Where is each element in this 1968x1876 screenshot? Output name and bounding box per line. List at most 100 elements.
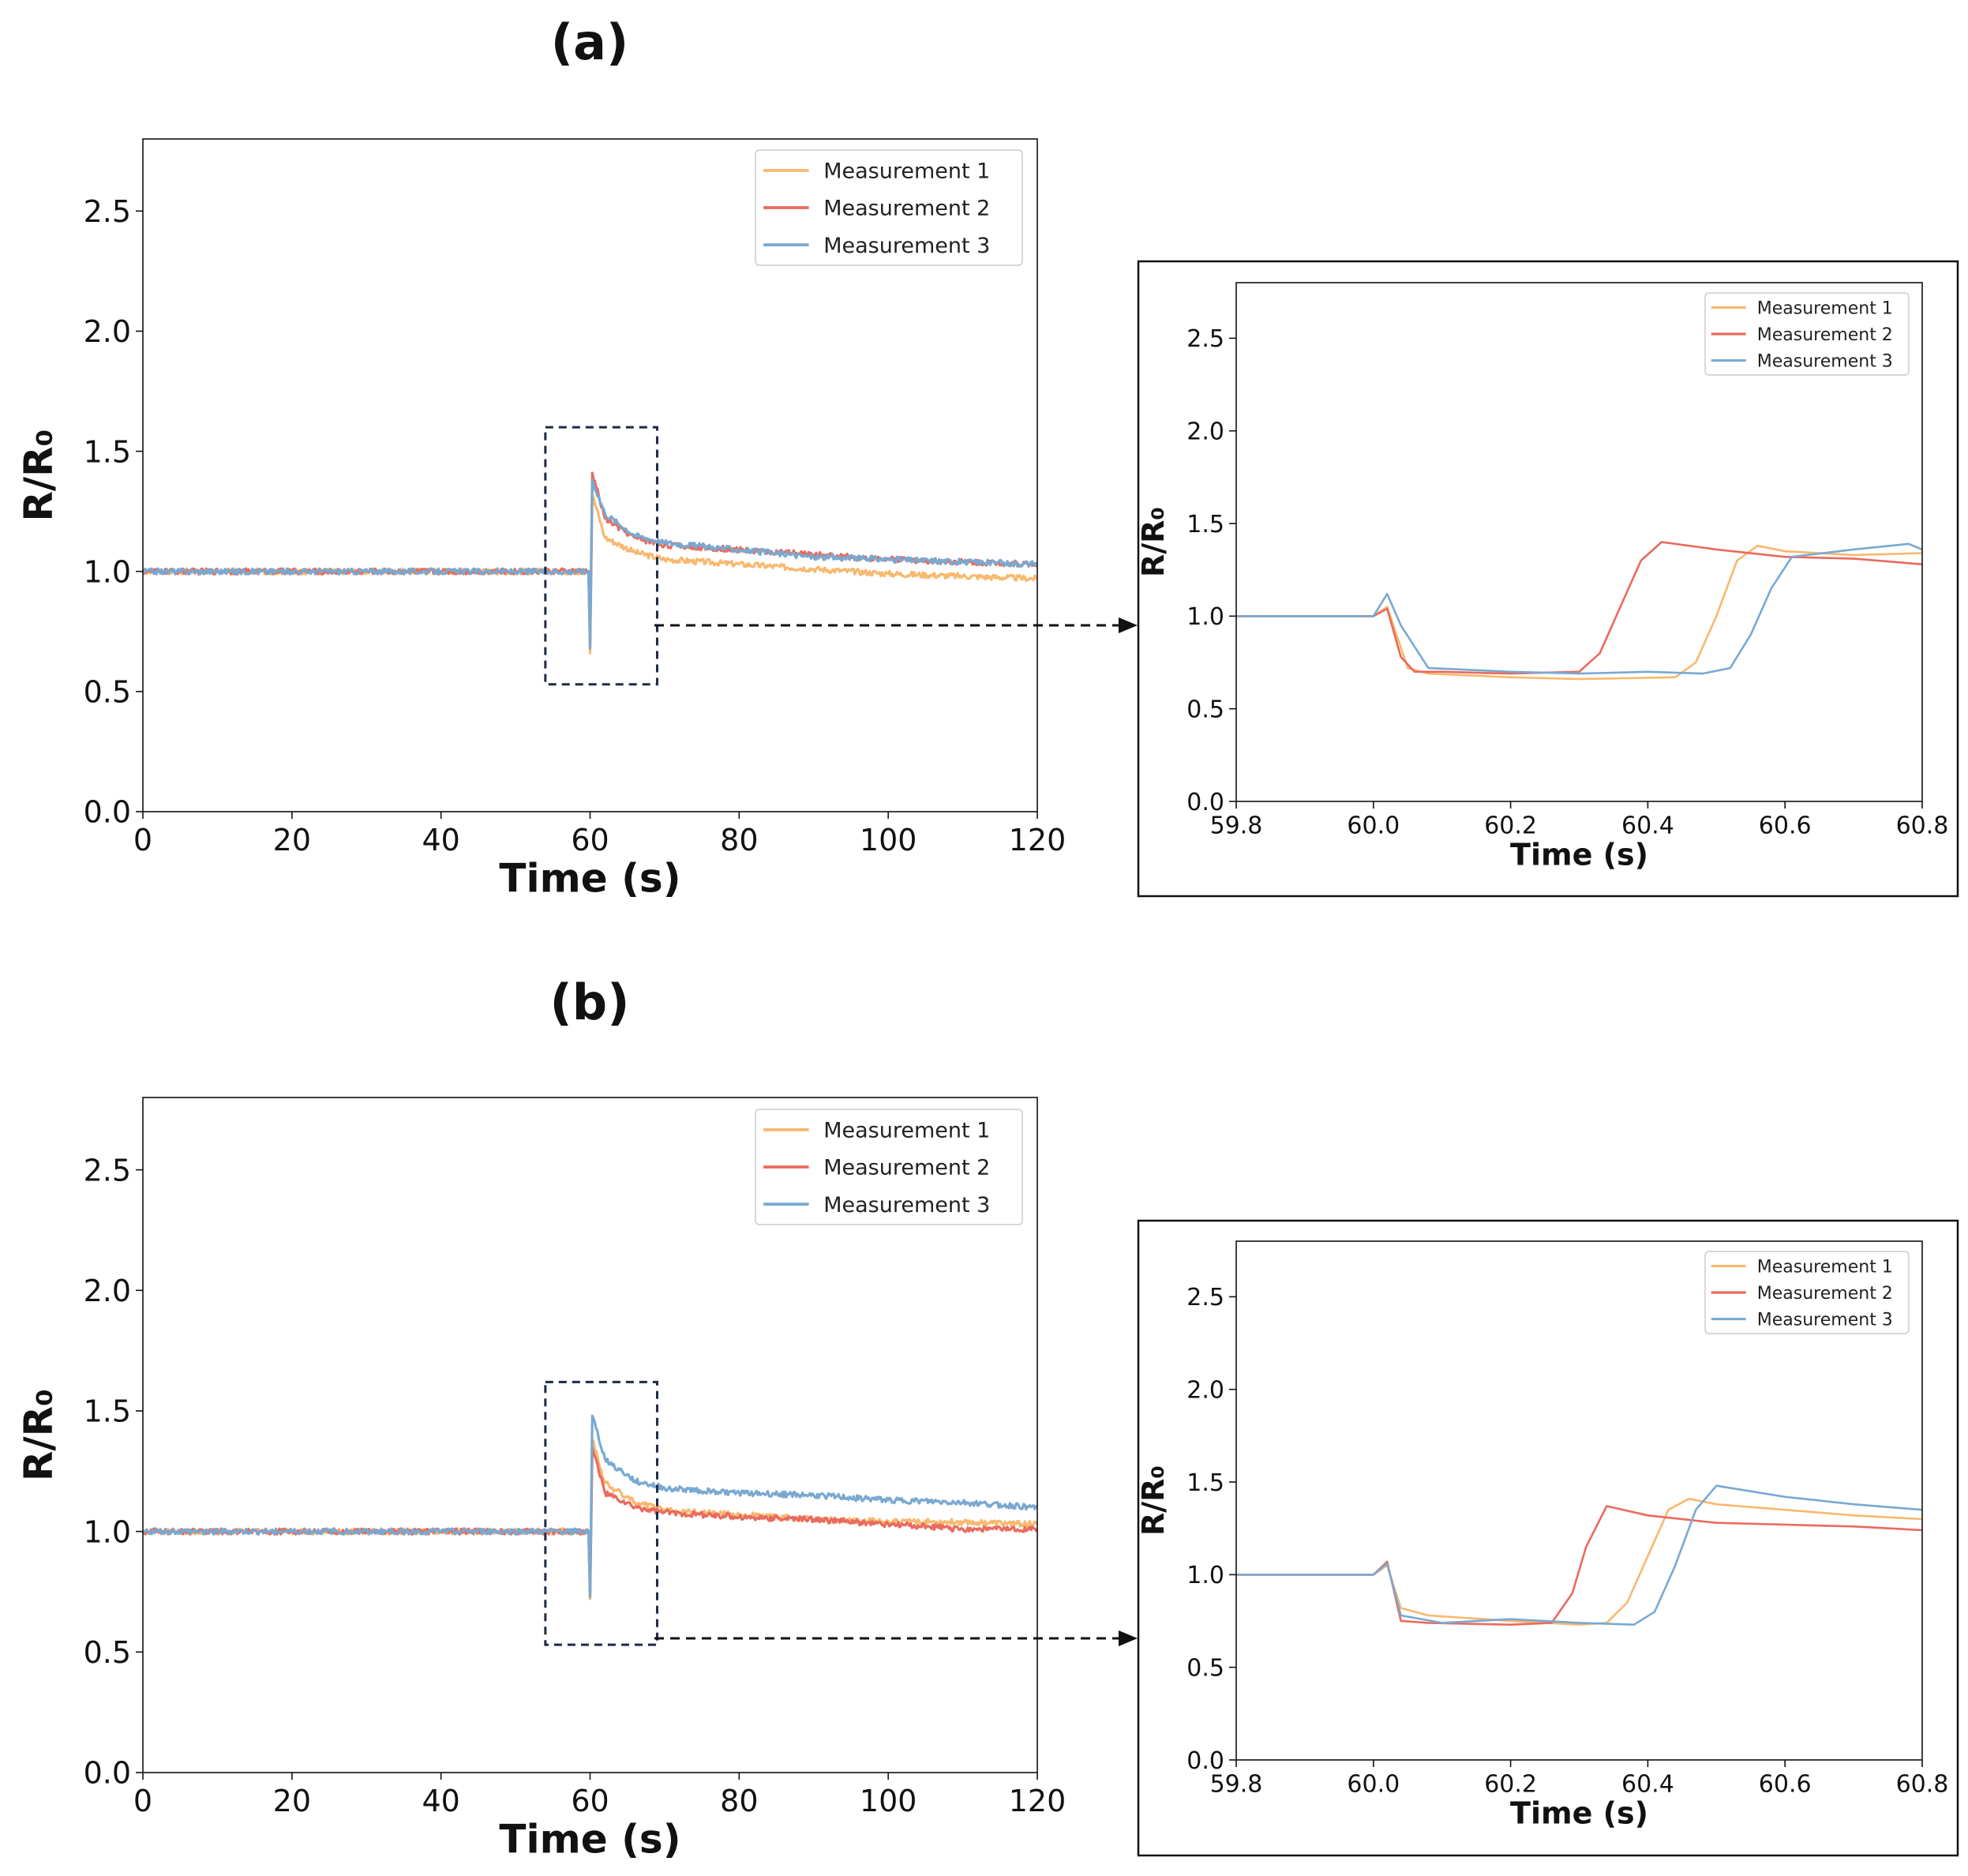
x-tick-label: 60.8 (1896, 812, 1949, 840)
x-tick-label: 60.0 (1347, 1771, 1400, 1799)
y-tick-label: 2.5 (84, 194, 131, 229)
x-tick-label: 120 (1009, 823, 1066, 857)
legend-entry-2: Measurement 2 (823, 1156, 990, 1180)
connector-arrow-a-head (1119, 617, 1138, 633)
x-tick-label: 120 (1009, 1784, 1066, 1818)
y-tick-label: 1.0 (84, 1514, 131, 1549)
series-group (1236, 1484, 1922, 1626)
y-tick-label: 1.5 (84, 434, 131, 469)
x-tick-label: 60.2 (1484, 1771, 1537, 1799)
y-tick-label: 0.5 (1186, 1654, 1224, 1682)
y-tick-label: 2.0 (84, 314, 131, 349)
series-line-3 (143, 1414, 1037, 1598)
legend-entry-3: Measurement 3 (823, 234, 990, 258)
x-tick-label: 60.4 (1621, 812, 1674, 840)
series-group (143, 1414, 1037, 1600)
y-tick-label: 1.0 (1186, 1562, 1224, 1589)
legend-entry-3: Measurement 3 (823, 1193, 990, 1218)
panel-label-a: (a) (551, 13, 629, 71)
y-tick-label: 1.5 (84, 1394, 131, 1429)
legend-entry-1: Measurement 1 (823, 159, 990, 184)
x-axis-label: Time (s) (1510, 837, 1648, 872)
legend-entry-2: Measurement 2 (823, 197, 990, 221)
series-line-1 (1236, 544, 1922, 681)
x-tick-label: 80 (720, 1784, 758, 1818)
y-tick-label: 2.0 (1186, 418, 1224, 446)
legend-entry-2: Measurement 2 (1757, 325, 1893, 345)
chart-a-main: 0 20 40 60 80 100 120 0.0 0.5 1.0 1.5 2.0 2.5 Time (s… (16, 138, 1066, 901)
y-tick-label: 1.5 (1186, 511, 1224, 538)
x-tick-label: 20 (273, 823, 311, 857)
legend-box (1704, 1251, 1910, 1334)
y-tick-label: 0.0 (84, 795, 131, 830)
y-tick-label: 0.0 (1186, 789, 1224, 816)
y-tick-label: 2.5 (1186, 325, 1224, 353)
x-tick-label: 0 (133, 1784, 152, 1818)
y-axis-label: R/R₀ (1136, 1465, 1171, 1536)
x-tick-label: 60.6 (1759, 812, 1812, 840)
x-tick-label: 0 (133, 823, 152, 857)
legend-box (1704, 292, 1910, 376)
x-tick-label: 60.2 (1484, 812, 1537, 840)
y-tick-label: 2.5 (84, 1153, 131, 1188)
y-tick-label: 1.0 (1186, 603, 1224, 631)
x-tick-label: 40 (422, 823, 459, 857)
chart-b-main: 0 20 40 60 80 100 120 0.0 0.5 1.0 1.5 2.0 2.5 Time (s… (16, 1097, 1066, 1862)
chart-a-zoom: 59.8 60.0 60.2 60.4 60.6 60.8 0.0 0.5 1.0 1.5 2.0 2… (1136, 260, 1959, 898)
y-tick-label: 2.5 (1186, 1284, 1224, 1311)
series-group (1236, 541, 1922, 681)
y-axis-label: R/R₀ (16, 1389, 62, 1481)
legend-box (755, 149, 1023, 266)
x-axis-label: Time (s) (499, 855, 680, 901)
x-tick-label: 60.8 (1896, 1771, 1949, 1799)
x-tick-label: 59.8 (1210, 812, 1263, 840)
axes-frame (1235, 1240, 1923, 1761)
series-line-3 (143, 478, 1037, 650)
x-tick-label: 60.6 (1759, 1771, 1812, 1799)
x-tick-label: 20 (273, 1784, 311, 1818)
x-tick-label: 60 (571, 823, 609, 857)
y-tick-label: 2.0 (84, 1274, 131, 1308)
legend-entry-3: Measurement 3 (1757, 351, 1893, 371)
legend-box (755, 1109, 1023, 1225)
zoom-region-box (544, 1380, 658, 1646)
series-line-2 (1236, 1505, 1922, 1626)
series-line-1 (1236, 1497, 1922, 1626)
legend-entry-1: Measurement 1 (1757, 1257, 1893, 1277)
series-line-3 (1236, 1484, 1922, 1626)
x-axis-label: Time (s) (1510, 1795, 1648, 1830)
x-axis-label: Time (s) (499, 1816, 680, 1862)
series-group (143, 471, 1037, 655)
x-tick-label: 100 (860, 823, 917, 857)
y-axis-label: R/R₀ (1136, 507, 1171, 577)
x-tick-label: 60.0 (1347, 812, 1400, 840)
y-tick-label: 1.0 (84, 554, 131, 589)
y-tick-label: 0.0 (84, 1756, 131, 1791)
x-tick-label: 80 (720, 823, 758, 857)
y-tick-label: 0.5 (84, 1635, 131, 1670)
inset-frame (1137, 1219, 1959, 1857)
zoom-connectors (654, 617, 1138, 1646)
series-line-2 (1236, 541, 1922, 675)
y-tick-label: 0.5 (84, 675, 131, 710)
y-tick-label: 1.5 (1186, 1469, 1224, 1497)
y-tick-label: 0.0 (1186, 1747, 1224, 1775)
x-tick-label: 60 (571, 1784, 609, 1818)
axes-frame (1235, 282, 1923, 802)
legend-entry-1: Measurement 1 (823, 1119, 990, 1143)
y-axis-label: R/R₀ (16, 429, 62, 521)
y-tick-label: 2.0 (1186, 1377, 1224, 1405)
y-tick-label: 0.5 (1186, 696, 1224, 723)
x-tick-label: 60.4 (1621, 1771, 1674, 1799)
chart-b-zoom: 59.8 60.0 60.2 60.4 60.6 60.8 0.0 0.5 1.0 1.5 2.0 2… (1136, 1219, 1959, 1857)
x-tick-label: 100 (860, 1784, 917, 1818)
legend-entry-1: Measurement 1 (1757, 298, 1893, 318)
panel-label-b: (b) (549, 974, 629, 1031)
zoom-region-box (544, 426, 658, 686)
inset-frame (1137, 260, 1959, 898)
legend-entry-3: Measurement 3 (1757, 1310, 1893, 1330)
series-line-3 (1236, 542, 1922, 675)
x-tick-label: 59.8 (1210, 1771, 1263, 1799)
connector-arrow-b-head (1119, 1630, 1138, 1646)
